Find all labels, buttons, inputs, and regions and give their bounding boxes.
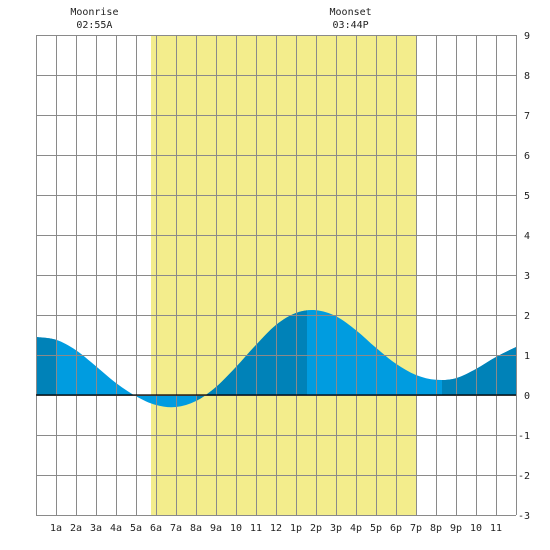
y-tick-label: 8 (524, 71, 530, 82)
y-tick-label: 0 (524, 391, 530, 402)
x-tick-label: 10 (230, 523, 242, 534)
x-tick-label: 9p (450, 523, 462, 534)
x-tick-label: 11 (490, 523, 502, 534)
x-tick-label: 6a (150, 523, 162, 534)
y-tick-label: 4 (524, 231, 530, 242)
x-tick-label: 1p (290, 523, 302, 534)
x-tick-label: 5p (370, 523, 382, 534)
y-tick-label: 7 (524, 111, 530, 122)
x-tick-label: 4p (350, 523, 362, 534)
x-tick-label: 5a (130, 523, 142, 534)
x-tick-label: 7p (410, 523, 422, 534)
x-tick-label: 2p (310, 523, 322, 534)
x-tick-label: 7a (170, 523, 182, 534)
moon-event-label: Moonset (330, 7, 372, 18)
x-tick-label: 3p (330, 523, 342, 534)
x-tick-label: 2a (70, 523, 82, 534)
moon-annotations: Moonrise 02:55A Moonset 03:44P (70, 7, 371, 31)
x-tick-label: 12 (270, 523, 282, 534)
y-tick-label: 9 (524, 31, 530, 42)
y-tick-label: 2 (524, 311, 530, 322)
x-tick-label: 8a (190, 523, 202, 534)
y-tick-label: 5 (524, 191, 530, 202)
x-tick-labels: 1a 2a 3a 4a 5a 6a 7a 8a 9a 10 11 12 1p 2p 3p 4p 5p 6p 7p 8p… (50, 523, 502, 534)
moon-event-time: 02:55A (76, 20, 112, 31)
y-tick-label: 3 (524, 271, 530, 282)
y-tick-label: 1 (524, 351, 530, 362)
x-tick-label: 8p (430, 523, 442, 534)
y-tick-labels: 9 8 7 6 5 4 3 2 1 0 -1 -2 -3 (518, 31, 530, 522)
moon-event-label: Moonrise (70, 7, 118, 18)
x-tick-label: 11 (250, 523, 262, 534)
moon-event-time: 03:44P (333, 20, 369, 31)
grid (36, 35, 517, 516)
y-tick-label: -2 (518, 471, 530, 482)
x-tick-label: 3a (90, 523, 102, 534)
x-tick-label: 4a (110, 523, 122, 534)
x-tick-label: 10 (470, 523, 482, 534)
x-tick-label: 1a (50, 523, 62, 534)
y-tick-label: -3 (518, 511, 530, 522)
y-tick-label: -1 (518, 431, 530, 442)
y-tick-label: 6 (524, 151, 530, 162)
x-tick-label: 9a (210, 523, 222, 534)
x-tick-label: 6p (390, 523, 402, 534)
